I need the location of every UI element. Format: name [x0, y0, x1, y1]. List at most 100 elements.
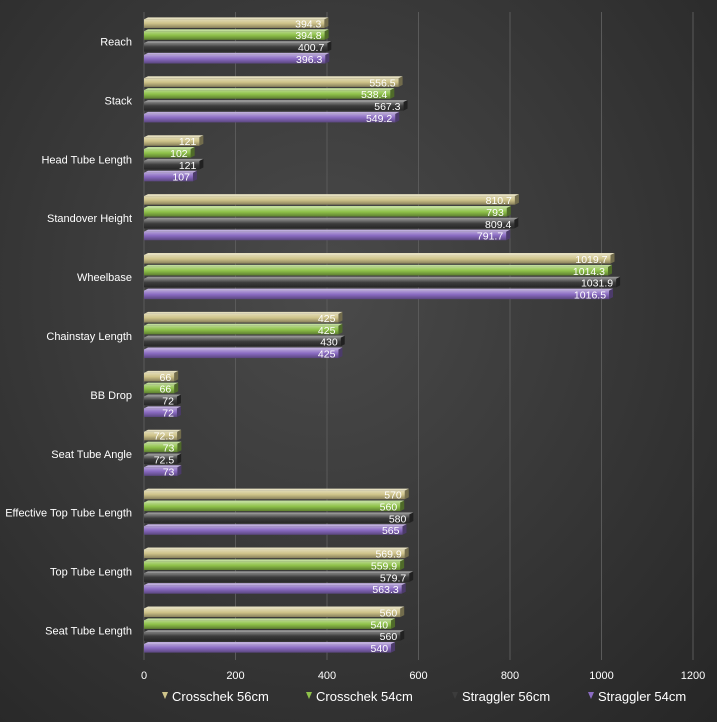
- data-label: 396.3: [296, 54, 322, 66]
- data-label: 580: [389, 513, 407, 525]
- bar: [144, 54, 326, 64]
- bar: [144, 337, 341, 347]
- x-tick-label: 0: [141, 670, 147, 682]
- bar-top: [144, 323, 343, 326]
- bar-top: [144, 205, 511, 208]
- bar-cap: [608, 264, 613, 276]
- data-label: 565: [382, 525, 400, 537]
- bar-cap: [395, 111, 400, 123]
- data-label: 791.7: [477, 231, 503, 243]
- category-label: Head Tube Length: [41, 154, 132, 166]
- bar: [144, 90, 391, 99]
- bar: [144, 219, 515, 229]
- bar-top: [144, 347, 343, 350]
- bar-cap: [177, 429, 182, 441]
- bar-cap: [174, 382, 179, 394]
- data-label: 810.7: [486, 195, 512, 207]
- x-tick-label: 400: [318, 670, 336, 682]
- bar-cap: [409, 571, 414, 582]
- bar-cap: [199, 158, 204, 170]
- bar: [144, 266, 609, 276]
- data-label: 579.7: [380, 572, 406, 584]
- bar-top: [144, 465, 182, 468]
- legend-swatch: [306, 692, 312, 699]
- bar: [144, 313, 339, 323]
- bar-cap: [391, 618, 396, 629]
- bar: [144, 431, 178, 441]
- bar-cap: [506, 229, 511, 241]
- legend: Crosschek 56cm Crosschek 54cm Straggler 56…: [162, 689, 686, 704]
- bar-top: [144, 41, 332, 44]
- data-label: 567.3: [374, 101, 400, 113]
- data-label: 400.7: [298, 42, 324, 54]
- bar: [144, 549, 405, 559]
- bar-top: [144, 559, 405, 562]
- bar-top: [144, 276, 621, 279]
- bar-cap: [325, 52, 330, 64]
- bar-top: [144, 524, 407, 527]
- bar: [144, 43, 328, 52]
- bar-cap: [400, 559, 405, 571]
- bar-top: [144, 229, 511, 232]
- bar-top: [144, 311, 343, 314]
- bar: [144, 137, 200, 146]
- bar-top: [144, 99, 408, 102]
- bar-cap: [609, 288, 614, 300]
- bar-cap: [327, 41, 332, 52]
- category-label: Stack: [104, 95, 132, 107]
- bar-cap: [177, 441, 182, 453]
- bar: [144, 502, 401, 512]
- bar-top: [144, 194, 519, 197]
- x-tick-label: 1000: [589, 670, 613, 682]
- bar-top: [144, 370, 179, 373]
- x-tick-label: 1200: [681, 670, 705, 682]
- legend-label: Straggler 54cm: [598, 689, 686, 704]
- bar-top: [144, 29, 329, 32]
- bar: [144, 585, 402, 594]
- bar: [144, 78, 399, 87]
- data-label: 72.5: [154, 454, 175, 466]
- bar-top: [144, 253, 615, 256]
- data-label: 793: [486, 207, 504, 219]
- bar-top: [144, 217, 519, 220]
- bar-cap: [176, 394, 181, 406]
- bar: [144, 573, 410, 582]
- bar-cap: [616, 276, 621, 288]
- bar: [144, 443, 178, 453]
- category-label: Top Tube Length: [50, 567, 132, 579]
- data-label: 569.9: [375, 549, 401, 561]
- bar: [144, 644, 392, 653]
- data-label: 121: [179, 136, 197, 148]
- bar-cap: [400, 500, 405, 512]
- bar-top: [144, 111, 400, 114]
- data-label: 556.5: [369, 77, 395, 89]
- bar: [144, 526, 403, 535]
- bar-top: [144, 76, 403, 79]
- bar-cap: [404, 488, 409, 500]
- data-label: 559.9: [371, 560, 397, 572]
- bar: [144, 608, 401, 618]
- bar-top: [144, 170, 197, 173]
- bar-top: [144, 406, 181, 409]
- bar: [144, 325, 339, 335]
- bar-top: [144, 583, 406, 586]
- data-label: 560: [380, 502, 398, 514]
- bar-top: [144, 382, 179, 385]
- data-label: 72: [162, 396, 174, 408]
- data-label: 72: [162, 407, 174, 419]
- bar: [144, 19, 325, 28]
- data-label: 394.3: [295, 18, 321, 30]
- data-label: 570: [384, 490, 402, 502]
- data-label: 560: [380, 607, 398, 619]
- bar: [144, 290, 610, 300]
- bar: [144, 620, 392, 629]
- data-label: 73: [163, 466, 175, 478]
- data-label: 549.2: [366, 113, 392, 125]
- bar-top: [144, 500, 405, 503]
- data-label: 538.4: [361, 89, 387, 101]
- bar-top: [144, 52, 330, 55]
- data-label: 425: [318, 348, 336, 360]
- data-label: 73: [163, 443, 175, 455]
- data-label: 809.4: [485, 219, 511, 231]
